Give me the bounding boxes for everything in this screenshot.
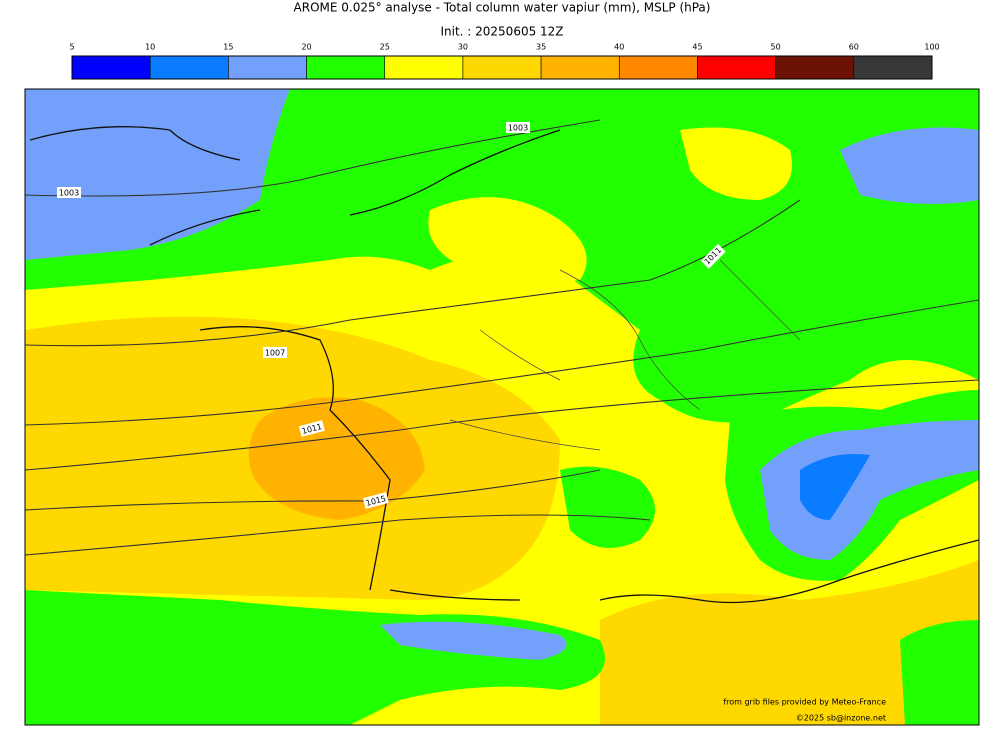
field-gold-south [600,560,979,725]
colorbar-segment [618,55,698,80]
field-yellow-patch [428,197,587,284]
title: AROME 0.025° analyse - Total column wate… [294,1,711,15]
colorbar-tick-label: 10 [145,43,155,52]
isobar-label-text: 1007 [265,349,285,358]
map: 1003 1003 1011 1007 1011 1015 from grib … [24,88,980,726]
field-lightblue-pyrenees [380,621,567,660]
colorbar-segment [697,55,776,80]
isobar-label: 1003 [57,187,81,198]
field-lightblue-alps [760,420,979,560]
colorbar-tick-label: 45 [692,43,702,52]
map-frame [24,88,980,726]
colorbar-segment [71,55,151,80]
field-blue-alps [800,454,870,520]
colorbar-tick-label: 25 [380,43,390,52]
isobar [25,379,979,471]
border [449,259,801,451]
isobar [25,514,651,556]
colorbar-tick-label: 20 [301,43,311,52]
isobar-label: 1015 [362,492,389,509]
colorbar-tick-label: 40 [614,43,624,52]
colorbar-tick-label: 15 [223,43,233,52]
colorbar-frame [71,55,933,80]
isobar-label: 1003 [506,122,530,133]
field-orange [248,397,425,520]
colorbar-segment [775,55,855,80]
isobar-label: 1007 [263,347,287,358]
colorbar-segment [228,55,307,80]
coastline [29,126,979,604]
colorbar-segment [149,55,229,80]
colorbar: 5 10 15 20 25 30 35 40 45 50 60 100 [69,43,940,80]
colorbar-tick-label: 5 [69,43,74,52]
colorbar-segment [540,55,620,80]
isobar [25,299,979,426]
credit: from grib files provided by Meteo-France [723,698,886,707]
colorbar-tick-label: 100 [924,43,939,52]
colorbar-tick-label: 50 [771,43,781,52]
isobar [25,119,601,197]
colorbar-tick-label: 30 [458,43,468,52]
field-lightblue [840,127,979,204]
field-green-corsica [900,620,979,725]
colorbar-segment [384,55,464,80]
colorbar-segment [462,55,542,80]
colorbar-tick-label: 35 [536,43,546,52]
isobar-label-text: 1003 [59,189,79,198]
colorbar-tick-label: 60 [849,43,859,52]
isobar-label-text: 1003 [508,124,528,133]
colorbar-segment [853,55,933,80]
subtitle: Init. : 20250605 12Z [440,25,563,39]
field-yellow-patch [680,127,792,200]
colorbar-segment [306,55,386,80]
isobar-label: 1011 [298,420,325,437]
field-green-massif [560,466,655,548]
credit: ©2025 sb@inzone.net [796,714,886,723]
